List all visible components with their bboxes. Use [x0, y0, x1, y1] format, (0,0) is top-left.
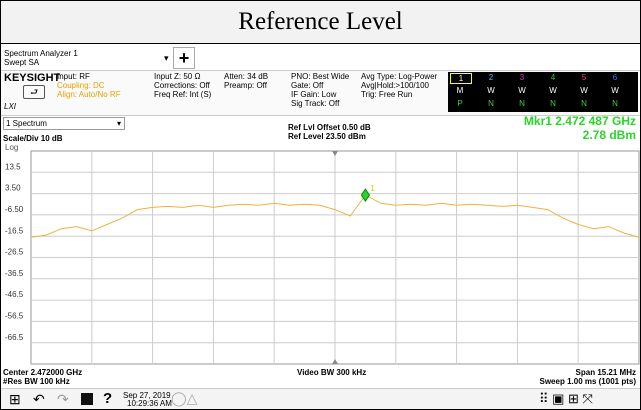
y-tick-label: 3.50 [5, 184, 21, 193]
avg-hold: Avg|Hold:>100/100 [361, 81, 429, 90]
if-gain: IF Gain: Low [291, 90, 337, 99]
center-marker-bottom [332, 359, 338, 364]
atten: Atten: 34 dB [224, 72, 269, 81]
trace-number: 3 [519, 73, 525, 82]
redo-button[interactable]: ↷ [57, 391, 69, 407]
help-button[interactable]: ? [103, 390, 113, 407]
y-tick-label: -26.5 [5, 248, 24, 257]
start-button[interactable]: ⊞ [9, 391, 21, 407]
res-bw: #Res BW 100 kHz [3, 377, 70, 386]
sweep: Sweep 1.00 ms (1001 pts) [539, 377, 637, 386]
taskbar: ⊞ ↶ ↷ ? Sep 27, 2019 10:29:36 AM ◯△ ⠿ ▣ … [1, 388, 640, 409]
trace-mode: W [487, 86, 495, 95]
brand: KEYSIGHT [4, 72, 61, 84]
ref-level: Ref Level 23.50 dBm [288, 132, 366, 141]
pno: PNO: Best Wide [291, 72, 350, 81]
trig: Trig: Free Run [361, 90, 413, 99]
trace-mode: W [611, 86, 619, 95]
scale-type: Log [5, 143, 19, 152]
avg-type: Avg Type: Log-Power [361, 72, 438, 81]
trace-panel[interactable]: 1 2 3 4 5 6 M W W W W W P N N N N N [448, 72, 638, 112]
preamp: Preamp: Off [224, 81, 267, 90]
lxi-logo: LXI [4, 102, 17, 111]
trace-detector: N [488, 99, 494, 108]
file-button[interactable] [81, 393, 93, 405]
trace-number: 6 [612, 73, 618, 82]
trace-number: 5 [581, 73, 587, 82]
marker [360, 188, 371, 203]
y-tick-label: -56.5 [5, 312, 24, 321]
trace [30, 194, 640, 238]
add-window-button[interactable]: + [173, 47, 195, 69]
y-tick-label: -36.5 [5, 269, 24, 278]
trace-detector: N [612, 99, 618, 108]
window-select[interactable]: 1 Spectrum ▾ [3, 117, 125, 130]
span: Span 15.21 MHz [575, 368, 636, 377]
window-name: Spectrum Analyzer 1 [4, 49, 78, 58]
trace-detector: N [581, 99, 587, 108]
touch-icons[interactable]: ◯△ [171, 390, 198, 406]
window-label: 1 Spectrum [6, 119, 47, 128]
video-bw: Video BW 300 kHz [297, 368, 367, 377]
time: 10:29:36 AM [127, 399, 172, 408]
trace-detector: P [457, 99, 463, 108]
trace-detector: N [519, 99, 525, 108]
center-marker-top [332, 151, 338, 156]
freq-ref: Freq Ref: Int (S) [154, 90, 212, 99]
marker-frequency: Mkr1 2.472 487 GHz [523, 114, 636, 128]
window-icon[interactable]: ⮐ [23, 85, 45, 99]
y-tick-label: 13.5 [5, 162, 21, 171]
trace-mode: W [549, 86, 557, 95]
title: Reference Level [1, 1, 640, 44]
tool-icons[interactable]: ⠿ ▣ ⊞ ⤧ [539, 391, 593, 406]
align: Align: Auto/No RF [57, 90, 121, 99]
trace-number: 1 [450, 73, 472, 84]
center-freq: Center 2.472000 GHz [3, 368, 83, 377]
date: Sep 27, 2019 [123, 391, 171, 400]
trace-detector: N [550, 99, 556, 108]
undo-button[interactable]: ↶ [33, 391, 45, 407]
trace-mode: W [580, 86, 588, 95]
trace-number: 2 [488, 73, 494, 82]
window-dropdown[interactable]: ▾ [164, 53, 169, 63]
marker-number: 1 [370, 184, 375, 193]
window-mode: Swept SA [4, 58, 40, 67]
input: Input: RF [57, 72, 90, 81]
trace-number: 4 [550, 73, 556, 82]
coupling: Coupling: DC [57, 81, 105, 90]
gate: Gate: Off [291, 81, 324, 90]
y-tick-label: -6.50 [5, 205, 24, 214]
y-tick-label: -16.5 [5, 226, 24, 235]
y-tick-label: -66.5 [5, 333, 24, 342]
input-z: Input Z: 50 Ω [154, 72, 201, 81]
marker-value: 2.78 dBm [582, 128, 636, 142]
sig-track: Sig Track: Off [291, 99, 340, 108]
trace-mode: M [456, 86, 464, 95]
y-tick-label: -46.5 [5, 290, 24, 299]
ref-offset: Ref Lvl Offset 0.50 dB [288, 123, 371, 132]
corrections: Corrections: Off [154, 81, 210, 90]
scale: Scale/Div 10 dB [3, 134, 63, 143]
trace-mode: W [518, 86, 526, 95]
